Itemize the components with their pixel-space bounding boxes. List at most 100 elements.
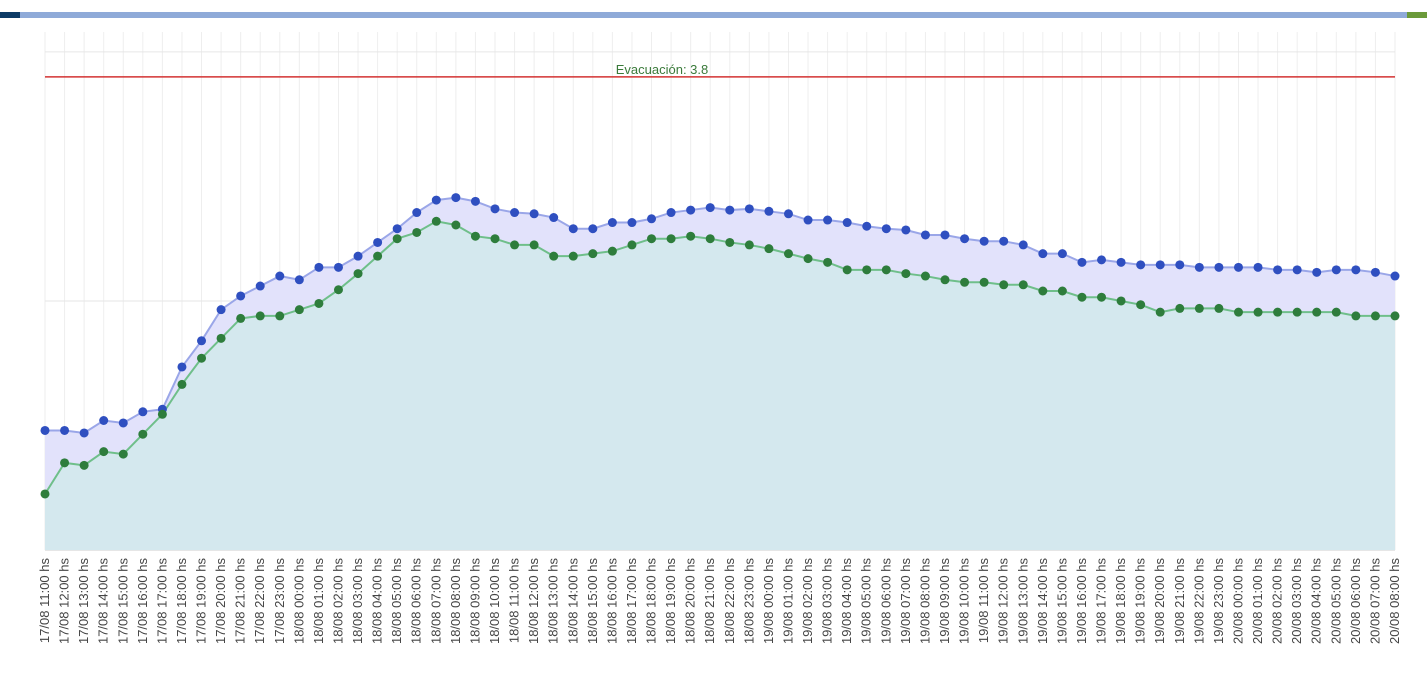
series-a-point[interactable] xyxy=(490,204,500,214)
series-b-point[interactable] xyxy=(920,271,930,281)
series-a-point[interactable] xyxy=(294,275,304,285)
series-a-point[interactable] xyxy=(177,362,187,372)
series-a-point[interactable] xyxy=(314,262,324,272)
series-a-point[interactable] xyxy=(568,224,578,234)
series-a-point[interactable] xyxy=(60,425,70,435)
series-b-point[interactable] xyxy=(138,429,148,439)
series-a-point[interactable] xyxy=(255,281,265,291)
series-b-point[interactable] xyxy=(294,305,304,315)
series-b-point[interactable] xyxy=(549,251,559,261)
series-b-point[interactable] xyxy=(725,237,735,247)
series-b-point[interactable] xyxy=(392,234,402,244)
series-a-point[interactable] xyxy=(431,195,441,205)
series-a-point[interactable] xyxy=(803,215,813,225)
series-a-point[interactable] xyxy=(549,213,559,223)
series-a-point[interactable] xyxy=(373,237,383,247)
series-b-point[interactable] xyxy=(568,251,578,261)
series-a-point[interactable] xyxy=(138,407,148,417)
series-a-point[interactable] xyxy=(1116,257,1126,267)
series-a-point[interactable] xyxy=(1194,262,1204,272)
series-b-point[interactable] xyxy=(803,254,813,264)
series-a-point[interactable] xyxy=(1155,260,1165,270)
series-b-point[interactable] xyxy=(1018,280,1028,290)
series-a-point[interactable] xyxy=(862,221,872,231)
series-a-point[interactable] xyxy=(529,209,539,219)
series-b-point[interactable] xyxy=(1057,286,1067,296)
series-a-point[interactable] xyxy=(725,205,735,215)
series-b-point[interactable] xyxy=(40,489,50,499)
series-a-point[interactable] xyxy=(1273,265,1283,275)
series-a-point[interactable] xyxy=(216,305,226,315)
series-b-point[interactable] xyxy=(647,234,657,244)
series-a-point[interactable] xyxy=(353,251,363,261)
series-b-point[interactable] xyxy=(99,447,109,457)
series-b-point[interactable] xyxy=(999,280,1009,290)
series-a-point[interactable] xyxy=(686,205,696,215)
series-a-point[interactable] xyxy=(392,224,402,234)
series-a-point[interactable] xyxy=(999,236,1009,246)
series-a-point[interactable] xyxy=(1097,255,1107,265)
series-a-point[interactable] xyxy=(901,225,911,235)
series-a-point[interactable] xyxy=(118,418,128,428)
series-b-point[interactable] xyxy=(373,251,383,261)
series-a-point[interactable] xyxy=(1351,265,1361,275)
series-a-point[interactable] xyxy=(823,215,833,225)
series-b-point[interactable] xyxy=(1097,292,1107,302)
series-b-point[interactable] xyxy=(960,277,970,287)
series-a-point[interactable] xyxy=(99,416,109,425)
series-b-point[interactable] xyxy=(118,449,128,459)
series-a-point[interactable] xyxy=(1370,267,1380,277)
series-b-point[interactable] xyxy=(216,333,226,343)
series-b-point[interactable] xyxy=(1292,307,1302,317)
series-a-point[interactable] xyxy=(510,208,520,218)
series-a-point[interactable] xyxy=(1292,265,1302,275)
series-a-point[interactable] xyxy=(744,204,754,214)
series-b-point[interactable] xyxy=(686,231,696,241)
series-a-point[interactable] xyxy=(1390,271,1400,281)
series-a-point[interactable] xyxy=(470,196,480,206)
series-a-point[interactable] xyxy=(275,271,285,281)
series-a-point[interactable] xyxy=(1077,257,1087,267)
series-a-point[interactable] xyxy=(588,224,598,234)
series-b-point[interactable] xyxy=(607,246,617,256)
series-a-point[interactable] xyxy=(1136,260,1146,270)
series-a-point[interactable] xyxy=(333,262,343,272)
series-b-point[interactable] xyxy=(177,379,187,389)
series-b-point[interactable] xyxy=(451,220,461,230)
series-a-point[interactable] xyxy=(940,230,950,240)
series-b-point[interactable] xyxy=(529,240,539,250)
series-b-point[interactable] xyxy=(1214,303,1224,313)
series-a-point[interactable] xyxy=(920,230,930,240)
series-b-point[interactable] xyxy=(470,231,480,241)
series-b-point[interactable] xyxy=(197,353,207,363)
series-b-point[interactable] xyxy=(1273,307,1283,317)
series-a-point[interactable] xyxy=(1057,249,1067,259)
series-b-point[interactable] xyxy=(60,458,70,468)
series-b-point[interactable] xyxy=(1136,300,1146,310)
series-b-point[interactable] xyxy=(842,265,852,275)
series-a-point[interactable] xyxy=(764,206,774,216)
series-b-point[interactable] xyxy=(255,311,265,321)
series-b-point[interactable] xyxy=(705,234,715,244)
series-b-point[interactable] xyxy=(666,234,676,244)
series-a-point[interactable] xyxy=(881,224,891,234)
series-b-point[interactable] xyxy=(275,311,285,321)
series-b-point[interactable] xyxy=(510,240,520,250)
series-a-point[interactable] xyxy=(1312,267,1322,277)
series-a-point[interactable] xyxy=(236,291,246,301)
series-b-point[interactable] xyxy=(353,269,363,279)
series-b-point[interactable] xyxy=(412,227,422,237)
series-b-point[interactable] xyxy=(1116,296,1126,306)
series-b-point[interactable] xyxy=(881,265,891,275)
series-b-point[interactable] xyxy=(157,409,167,419)
series-b-point[interactable] xyxy=(1077,292,1087,302)
series-b-point[interactable] xyxy=(1351,311,1361,321)
series-b-point[interactable] xyxy=(979,277,989,287)
series-a-point[interactable] xyxy=(647,214,657,224)
series-b-point[interactable] xyxy=(940,275,950,285)
series-a-point[interactable] xyxy=(1214,262,1224,272)
series-b-point[interactable] xyxy=(862,265,872,275)
series-b-point[interactable] xyxy=(1390,311,1400,321)
series-a-point[interactable] xyxy=(607,218,617,228)
series-a-point[interactable] xyxy=(979,236,989,246)
